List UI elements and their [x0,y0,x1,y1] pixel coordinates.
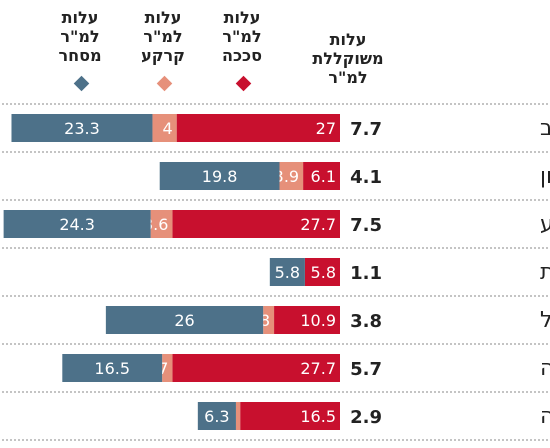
legend-weighted-label: עלות משוקללת למ"ר [312,30,384,87]
bar-segment-construction [240,402,340,430]
city-label: תל אביב [540,116,550,141]
bar-segment-commerce [269,258,305,286]
bar-segment-commerce [3,210,151,238]
weighted-value: 4.1 [350,167,382,188]
bar-value-commerce: 19.8 [202,167,238,186]
bar-segment-construction [303,162,340,190]
bar-value-commerce: 26 [174,311,194,330]
bar-value-construction: 5.8 [311,263,336,282]
city-label: טבריה [540,356,550,381]
city-label: באר שבע [540,212,550,237]
bar-segment-land [235,402,241,430]
city-label: נתיבות [540,260,550,285]
legend-commerce: עלות למ"ר מסחר [40,8,120,65]
city-label: כרמיאל [540,308,550,333]
legend-construction-label: עלות למ"ר סככה [222,8,262,65]
bar-segment-land [162,354,173,382]
weighted-value: 1.1 [350,263,382,284]
bar-segment-land [263,306,275,334]
bar-segment-commerce [159,162,280,190]
bar-segment-commerce [197,402,236,430]
bar-segment-construction [172,210,340,238]
bar-value-land: 3.9 [274,167,299,186]
city-label: ראשון לציון [540,164,550,189]
bar-value-commerce: 5.8 [275,263,300,282]
legend-construction: עלות למ"ר סככה [202,8,282,65]
weighted-value: 7.7 [350,119,382,140]
bar-value-land: 4 [162,119,172,138]
bar-segment-construction [172,354,340,382]
bar-value-construction: 27.7 [300,215,336,234]
bar-segment-land [150,210,173,238]
weighted-value: 7.5 [350,215,382,236]
legend-weighted: עלות משוקללת למ"ר [293,30,403,87]
bar-value-commerce: 23.3 [64,119,100,138]
bar-value-construction: 27.7 [300,359,336,378]
legend-commerce-label: עלות למ"ר מסחר [58,8,102,65]
bar-segment-construction [274,306,340,334]
bar-segment-construction [176,114,340,142]
bar-segment-commerce [105,306,264,334]
weighted-value: 2.9 [350,407,382,428]
weighted-value: 3.8 [350,311,382,332]
bar-value-construction: 27 [316,119,336,138]
city-label: קרית שמונה [540,404,550,429]
bar-value-construction: 10.9 [300,311,336,330]
bar-segment-construction [304,258,340,286]
bar-value-commerce: 16.5 [94,359,130,378]
bar-value-commerce: 24.3 [59,215,95,234]
bar-segment-land [279,162,304,190]
bar-value-commerce: 6.3 [204,407,229,426]
bar-segment-commerce [11,114,153,142]
weighted-value: 5.7 [350,359,382,380]
bar-value-construction: 16.5 [300,407,336,426]
legend-land: עלות למ"ר קרקע [123,8,203,65]
bar-value-construction: 6.1 [311,167,336,186]
bar-segment-commerce [62,354,163,382]
bar-segment-land [152,114,177,142]
legend-land-label: עלות למ"ר קרקע [141,8,185,65]
